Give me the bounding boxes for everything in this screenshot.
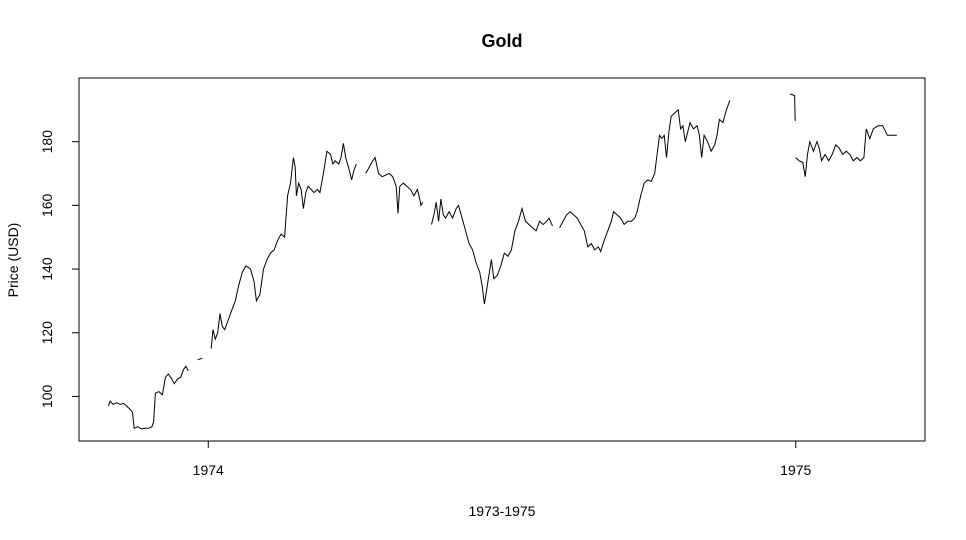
series-line-segment	[795, 125, 897, 177]
x-axis-label: 1973-1975	[469, 503, 536, 519]
y-tick-label: 140	[39, 257, 55, 281]
y-axis-label: Price (USD)	[5, 223, 21, 298]
x-tick-label: 1974	[193, 462, 224, 478]
y-axis: 100 120 140 160 180	[39, 130, 80, 409]
series-line-segment	[789, 93, 796, 122]
y-tick-label: 160	[39, 193, 55, 217]
chart-title: Gold	[482, 31, 523, 51]
series-line-segment	[210, 143, 357, 349]
y-tick-label: 120	[39, 321, 55, 345]
series-line-segment	[107, 365, 189, 430]
x-tick-label: 1975	[780, 462, 811, 478]
y-tick-label: 100	[39, 385, 55, 409]
series-layer	[107, 93, 897, 430]
plot-frame	[78, 77, 926, 442]
series-line-segment	[559, 100, 731, 253]
series-line-segment	[431, 198, 553, 305]
x-axis: 1974 1975	[193, 440, 812, 478]
series-line-segment	[365, 156, 424, 214]
y-tick-label: 180	[39, 130, 55, 154]
series-line-segment	[197, 357, 203, 361]
